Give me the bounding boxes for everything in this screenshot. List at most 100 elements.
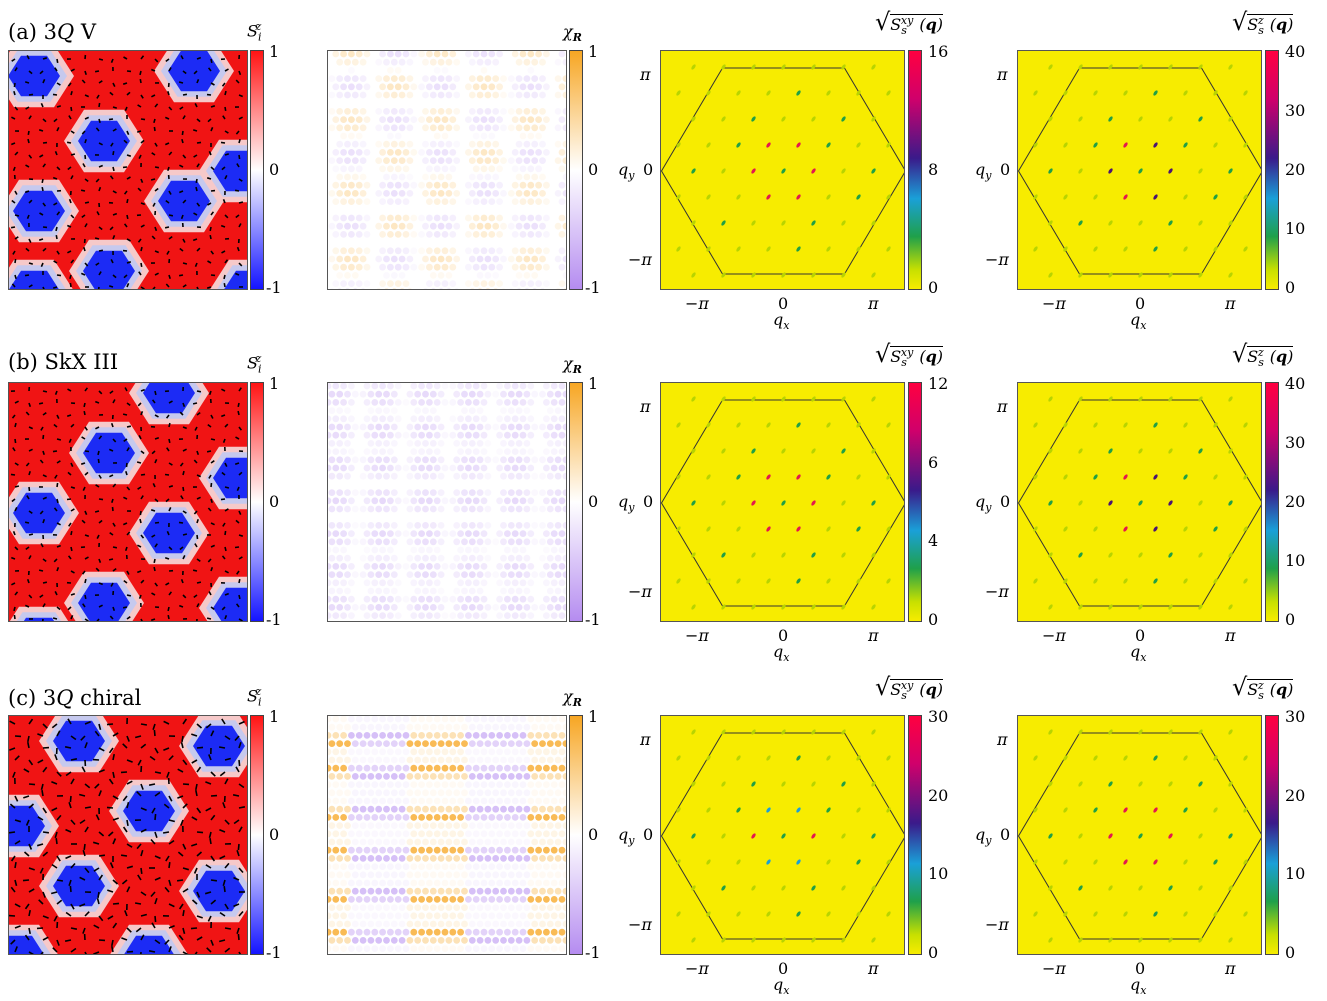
spin-arrow bbox=[111, 498, 114, 504]
spin-arrow bbox=[42, 807, 48, 814]
chirality-cell bbox=[429, 822, 437, 829]
chirality-cell bbox=[519, 280, 527, 287]
chirality-cell bbox=[329, 953, 334, 954]
bragg-peak bbox=[811, 220, 816, 226]
chirality-cell bbox=[375, 740, 383, 747]
chirality-cell bbox=[336, 423, 344, 431]
chirality-cell bbox=[379, 116, 386, 123]
spin-arrow bbox=[150, 509, 156, 512]
chirality-cell bbox=[383, 538, 390, 546]
chirality-cell bbox=[340, 263, 347, 271]
spin-arrow bbox=[112, 274, 117, 279]
bragg-peak bbox=[1183, 422, 1188, 428]
chirality-cell bbox=[355, 247, 363, 255]
spin-arrow bbox=[210, 438, 216, 441]
chirality-cell bbox=[519, 181, 527, 189]
chirality-cell bbox=[406, 522, 414, 529]
chirality-cell bbox=[426, 214, 433, 222]
spin-arrow bbox=[224, 68, 229, 72]
bragg-peak bbox=[1108, 64, 1113, 70]
spin-arrow bbox=[152, 483, 156, 488]
spin-arrow bbox=[42, 915, 49, 919]
spin-arrow bbox=[112, 817, 119, 821]
chirality-cell bbox=[367, 887, 375, 895]
chirality-cell bbox=[457, 814, 464, 821]
chirality-cell bbox=[558, 149, 566, 156]
chirality-cell bbox=[340, 748, 347, 756]
chirality-cell bbox=[379, 530, 386, 537]
chirality-cell bbox=[355, 214, 363, 222]
sz-map-panel bbox=[8, 715, 248, 955]
chirality-cell bbox=[426, 231, 433, 238]
chirality-cell bbox=[468, 75, 476, 82]
chirality-cell bbox=[465, 879, 472, 887]
spin-arrow bbox=[112, 128, 117, 132]
chirality-cell bbox=[554, 871, 562, 879]
chirality-cell bbox=[546, 456, 554, 464]
chirality-cell bbox=[441, 464, 449, 472]
chirality-cell bbox=[348, 530, 355, 537]
chirality-cell bbox=[426, 863, 433, 870]
spin-arrow bbox=[28, 486, 31, 492]
chirality-cell bbox=[429, 91, 437, 99]
chirality-cell bbox=[332, 928, 340, 936]
spin-arrow bbox=[193, 459, 198, 464]
bragg-peak bbox=[1168, 168, 1173, 174]
chirality-cell bbox=[433, 198, 441, 206]
bragg-peak bbox=[676, 755, 681, 761]
chirality-cell bbox=[511, 464, 519, 472]
chirality-cell bbox=[418, 928, 425, 936]
chirality-cell bbox=[398, 904, 406, 911]
chirality-cell bbox=[332, 415, 340, 423]
spin-arrow bbox=[140, 450, 145, 455]
spin-arrow bbox=[52, 286, 58, 289]
chirality-cell bbox=[468, 140, 476, 148]
chirality-cell bbox=[562, 887, 566, 895]
chirality-cell bbox=[531, 604, 539, 611]
chirality-cell bbox=[496, 879, 503, 887]
spin-arrow bbox=[196, 496, 201, 500]
spin-arrow bbox=[70, 130, 75, 134]
spin-arrow bbox=[153, 558, 156, 564]
chirality-cell bbox=[500, 554, 507, 562]
chirality-cell bbox=[492, 604, 500, 611]
chirality-cell bbox=[515, 604, 523, 611]
chirality-cell bbox=[511, 247, 519, 255]
chirality-cell bbox=[523, 937, 531, 944]
bragg-peak bbox=[706, 807, 711, 813]
chirality-cell bbox=[441, 116, 449, 123]
chirality-cell bbox=[394, 830, 402, 838]
chirality-cell bbox=[476, 740, 484, 747]
chirality-cell bbox=[340, 797, 347, 805]
chirality-cell bbox=[328, 846, 332, 854]
chirality-cell bbox=[344, 538, 351, 546]
spin-arrow bbox=[238, 154, 241, 160]
chirality-cell bbox=[496, 181, 503, 189]
chirality-cell bbox=[355, 83, 363, 91]
chirality-cell bbox=[433, 497, 441, 505]
chirality-cell bbox=[519, 51, 527, 58]
chirality-cell bbox=[387, 716, 394, 723]
chirality-cell bbox=[496, 464, 503, 472]
chirality-cell bbox=[441, 912, 449, 920]
bragg-peak bbox=[811, 168, 816, 174]
spin-arrow bbox=[177, 795, 184, 799]
chirality-cell bbox=[562, 58, 566, 66]
chirality-cell bbox=[387, 464, 394, 472]
bragg-peak bbox=[1078, 552, 1083, 558]
chirality-cell bbox=[332, 83, 340, 91]
chirality-cell bbox=[476, 489, 484, 496]
chirality-cell bbox=[359, 522, 367, 529]
spin-arrow bbox=[179, 164, 184, 168]
chirality-cell bbox=[441, 149, 449, 156]
spin-arrow bbox=[25, 106, 30, 110]
bragg-peak bbox=[886, 859, 891, 865]
chirality-cell bbox=[558, 198, 566, 206]
chirality-cell bbox=[429, 472, 437, 480]
spin-arrow bbox=[94, 237, 100, 240]
bragg-peak bbox=[781, 220, 786, 226]
chirality-cell bbox=[519, 896, 527, 903]
spin-arrow bbox=[126, 238, 131, 242]
chirality-cell bbox=[394, 497, 402, 505]
spin-arrow bbox=[78, 793, 86, 797]
